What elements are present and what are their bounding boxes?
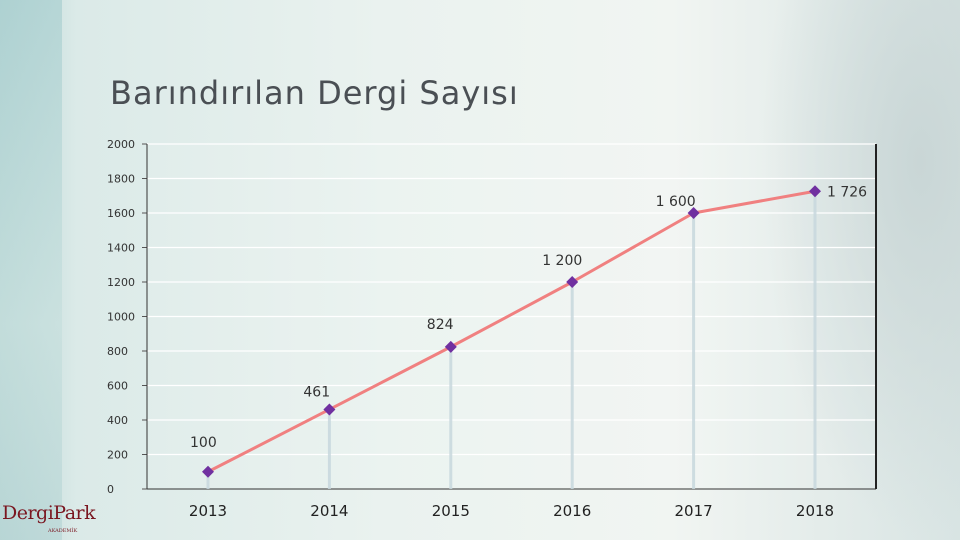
x-tick-label: 2014 <box>310 502 348 520</box>
y-tick-label: 1800 <box>107 173 135 186</box>
y-tick-label: 1200 <box>107 276 135 289</box>
data-point <box>202 465 214 478</box>
background-band <box>0 0 62 540</box>
x-tick-label: 2017 <box>675 502 713 520</box>
logo-subtext: AKADEMİK <box>48 528 78 534</box>
dergipark-logo: DergiPark AKADEMİK <box>2 502 96 540</box>
y-tick-label: 1600 <box>107 207 135 220</box>
y-tick-label: 200 <box>107 449 128 462</box>
data-label: 100 <box>190 435 217 451</box>
x-tick-label: 2013 <box>189 502 227 520</box>
slide-title: Barındırılan Dergi Sayısı <box>110 74 519 112</box>
background-mist <box>760 0 960 540</box>
y-tick-label: 800 <box>107 345 128 358</box>
x-tick-label: 2018 <box>796 502 834 520</box>
x-tick-label: 2016 <box>553 502 591 520</box>
logo-text: DergiPark <box>2 502 96 524</box>
y-tick-label: 2000 <box>107 138 135 151</box>
data-label: 1 600 <box>656 194 696 210</box>
data-point <box>323 403 336 416</box>
y-tick-label: 400 <box>107 414 128 427</box>
data-label: 1 726 <box>827 184 867 200</box>
y-tick-label: 1000 <box>107 311 135 324</box>
y-tick-label: 600 <box>107 380 128 393</box>
data-point <box>444 340 457 353</box>
y-tick-label: 1400 <box>107 242 135 255</box>
data-point <box>809 185 821 198</box>
series-line <box>207 189 816 474</box>
data-label: 824 <box>427 317 454 333</box>
data-label: 461 <box>303 384 330 400</box>
data-label: 1 200 <box>542 253 582 269</box>
data-point <box>566 276 579 288</box>
x-tick-label: 2015 <box>432 502 470 520</box>
y-tick-label: 0 <box>107 483 114 496</box>
data-point <box>687 207 700 219</box>
